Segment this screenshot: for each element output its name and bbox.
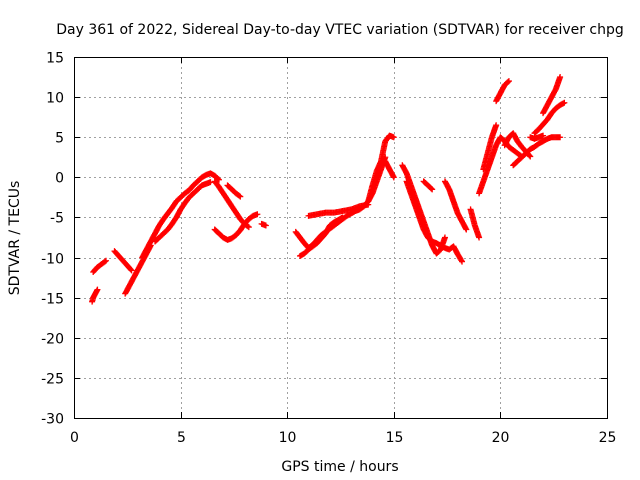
- x-tick-label: 25: [599, 430, 617, 446]
- series-arc-7: [211, 178, 252, 231]
- data-point: [102, 257, 109, 264]
- data-point: [237, 193, 244, 200]
- series-arc-26: [531, 99, 568, 137]
- y-axis-label: SDTVAR / TECUs: [7, 181, 23, 296]
- series-arc-28: [527, 132, 547, 142]
- series-arc-18: [420, 178, 436, 193]
- series-arc-2: [90, 257, 109, 275]
- x-tick-label: 15: [386, 430, 404, 446]
- series-arc-12: [296, 214, 346, 259]
- data-point: [390, 134, 397, 141]
- data-point: [561, 99, 568, 106]
- series-arc-19: [441, 178, 470, 233]
- axis-ticks: 0 5 10 15 20 25 15 10 5 0 -5 -10 -15 -20 -25 -30: [41, 51, 616, 447]
- data-point: [458, 257, 465, 264]
- data-point: [526, 152, 533, 159]
- data-point: [245, 224, 252, 231]
- data-point: [127, 266, 134, 273]
- y-tick-label: 0: [55, 171, 64, 187]
- series-arc-25: [510, 134, 564, 169]
- data-point: [429, 186, 436, 193]
- data-point: [339, 214, 346, 221]
- data-point: [493, 122, 500, 129]
- data-point: [459, 258, 466, 265]
- data-point: [215, 175, 222, 182]
- data-point: [505, 78, 512, 85]
- data-point: [441, 234, 448, 241]
- data-point: [254, 211, 261, 218]
- series-arc-17: [403, 178, 466, 265]
- y-tick-label: 15: [46, 51, 64, 67]
- data-point: [390, 174, 397, 181]
- data-point: [527, 153, 534, 160]
- data-point: [557, 74, 564, 81]
- y-tick-label: -20: [41, 332, 64, 348]
- series-arc-8: [211, 211, 261, 243]
- data-point: [463, 226, 470, 233]
- y-tick-label: 5: [55, 131, 64, 147]
- grid-lines: [74, 57, 607, 418]
- series-arc-13: [305, 201, 372, 219]
- x-tick-label: 20: [492, 430, 510, 446]
- plot-frame: [74, 57, 608, 419]
- data-point: [540, 132, 547, 139]
- x-tick-label: 5: [177, 430, 186, 446]
- y-tick-label: -10: [41, 252, 64, 268]
- series-arc-27: [540, 74, 564, 117]
- x-tick-label: 0: [70, 430, 79, 446]
- series-arc-20: [467, 206, 483, 241]
- series-arc-23: [493, 78, 512, 105]
- chart-title: Day 361 of 2022, Sidereal Day-to-day VTE…: [56, 22, 624, 38]
- series-arc-1: [89, 286, 101, 305]
- data-point: [236, 192, 243, 199]
- data-point: [215, 176, 222, 183]
- data-point: [428, 185, 435, 192]
- data-point: [557, 134, 564, 141]
- series-arc-14: [365, 132, 397, 205]
- series-arc-3: [111, 248, 135, 274]
- y-tick-label: -5: [50, 211, 64, 227]
- series-arc-15: [382, 158, 397, 181]
- x-tick-label: 10: [279, 430, 297, 446]
- data-point: [262, 222, 269, 229]
- series-arc-22: [480, 122, 500, 173]
- series-arc-10: [258, 220, 269, 229]
- data-point: [101, 258, 108, 265]
- data-point: [128, 267, 135, 274]
- series-arc-9: [224, 182, 244, 200]
- data-series: [89, 74, 568, 305]
- series-arc-6: [152, 179, 214, 245]
- data-point: [476, 234, 483, 241]
- y-tick-label: 10: [46, 91, 64, 107]
- data-point: [505, 78, 512, 85]
- y-tick-label: -15: [41, 292, 64, 308]
- x-axis-label: GPS time / hours: [281, 459, 398, 475]
- y-tick-label: -30: [41, 412, 64, 428]
- data-point: [94, 286, 101, 293]
- y-tick-label: -25: [41, 372, 64, 388]
